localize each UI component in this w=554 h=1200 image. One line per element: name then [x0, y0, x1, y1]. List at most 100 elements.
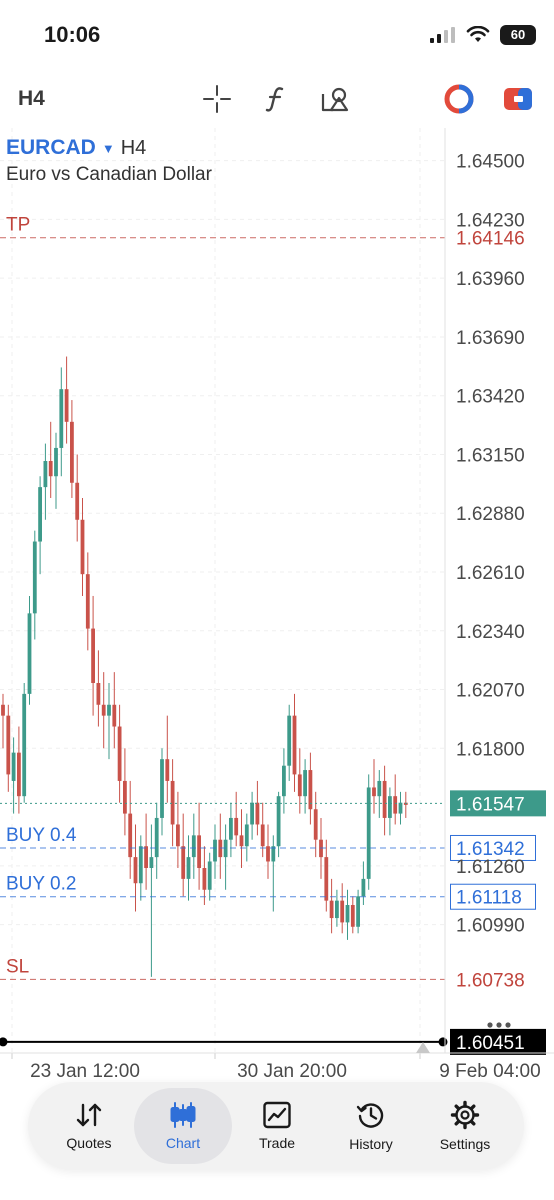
tab-history[interactable]: History — [322, 1088, 420, 1164]
price-level-label[interactable]: TP — [6, 215, 30, 236]
candle-body — [398, 802, 403, 814]
candle-body — [276, 796, 281, 847]
time-tick-label: 23 Jan 12:00 — [30, 1061, 140, 1082]
candle-body — [80, 519, 85, 575]
candle-body — [282, 765, 286, 797]
chart-toolbar: H4 — [0, 74, 554, 124]
candle-body — [133, 857, 138, 884]
tab-settings[interactable]: Settings — [416, 1088, 514, 1164]
crosshair-handle[interactable] — [0, 1037, 8, 1047]
candle-body — [32, 541, 37, 614]
price-tick-label: 1.64230 — [456, 210, 525, 231]
price-tick-label: 1.61260 — [456, 857, 525, 878]
price-level-label[interactable]: BUY 0.4 — [6, 825, 77, 846]
candle-body — [377, 780, 382, 797]
candle-body — [17, 752, 21, 797]
chart-extras — [0, 128, 554, 1054]
candle-body — [38, 487, 42, 542]
price-tick-label: 1.62610 — [456, 563, 525, 584]
candle-body — [303, 770, 307, 797]
candle-body — [59, 389, 64, 448]
status-time: 10:06 — [44, 22, 101, 47]
price-tick-label: 1.62340 — [456, 622, 525, 643]
candle-body — [260, 824, 265, 847]
candle-body — [382, 780, 387, 818]
candle-body — [170, 780, 175, 825]
candle-body — [335, 900, 339, 919]
price-levels: TP 1.64146 1.61547 BUY 0.4 1.61342 BUY 0.2 1.6… — [0, 215, 546, 1055]
symbol-name[interactable]: EURCAD — [6, 136, 96, 159]
one-click-trading-icon[interactable] — [501, 82, 535, 116]
candle-body — [144, 846, 148, 868]
candlestick-series — [1, 356, 408, 977]
settings-gear-icon — [450, 1100, 480, 1130]
candle-body — [350, 905, 355, 927]
candle-body — [112, 704, 117, 727]
crosshair-handle[interactable] — [438, 1037, 448, 1047]
symbol-timeframe: H4 — [120, 136, 147, 159]
candle-body — [234, 817, 239, 836]
quotes-arrows-icon — [76, 1103, 102, 1127]
candle-body — [244, 824, 249, 847]
symbol-selector[interactable]: EURCAD ▼ H4 — [6, 136, 212, 160]
status-icons: 60 — [430, 24, 536, 46]
dropdown-arrow-icon[interactable]: ▼ — [101, 140, 115, 156]
candle-body — [101, 704, 106, 716]
symbol-info: EURCAD ▼ H4 Euro vs Canadian Dollar — [6, 136, 212, 186]
price-axis: 1.64500 1.64230 1.63960 1.63690 1.63420 1.631… — [456, 152, 525, 937]
scroll-end-icon[interactable] — [416, 1042, 430, 1053]
candle-body — [165, 759, 170, 781]
price-tick-label: 1.62880 — [456, 504, 525, 525]
crosshair-icon[interactable] — [200, 82, 234, 116]
order-price-box — [450, 883, 536, 910]
time-axis: 23 Jan 12:00 30 Jan 20:00 9 Feb 04:00 — [11, 1053, 541, 1082]
candle-body — [154, 817, 159, 858]
tab-trade[interactable]: Trade — [228, 1088, 326, 1164]
price-tick-label: 1.62070 — [456, 681, 525, 702]
candle-body — [64, 389, 69, 422]
candle-body — [48, 461, 53, 477]
tab-quotes[interactable]: Quotes — [40, 1088, 138, 1164]
candle-body — [255, 802, 260, 825]
candle-body — [372, 787, 376, 797]
level-price-box — [450, 966, 546, 993]
time-tick-label: 30 Jan 20:00 — [237, 1061, 347, 1082]
price-level-label[interactable]: BUY 0.2 — [6, 874, 76, 895]
candle-body — [54, 447, 58, 477]
level-price-box — [450, 224, 546, 251]
signal-icon[interactable] — [442, 82, 476, 116]
candle-body — [266, 846, 270, 862]
candle-body — [329, 900, 334, 919]
tab-chart[interactable]: Chart — [134, 1088, 232, 1164]
candle-body — [202, 868, 207, 890]
price-tick-label: 1.63420 — [456, 387, 525, 408]
candle-body — [388, 796, 392, 818]
candle-body — [213, 839, 217, 862]
cellular-signal-icon — [430, 27, 455, 43]
tab-quotes-label: Quotes — [66, 1135, 112, 1151]
objects-icon[interactable] — [318, 82, 352, 116]
candle-body — [181, 846, 186, 879]
candle-body — [197, 835, 201, 868]
tab-settings-label: Settings — [439, 1136, 491, 1152]
timeframe-button[interactable]: H4 — [18, 87, 45, 110]
indicator-function-icon[interactable] — [259, 82, 293, 116]
order-price-label: 1.61118 — [456, 888, 522, 909]
history-clock-icon — [356, 1103, 384, 1128]
more-options-icon[interactable] — [487, 1022, 511, 1028]
price-tick-label: 1.63150 — [456, 445, 525, 466]
price-tick-label: 1.61800 — [456, 739, 525, 760]
candle-body — [117, 726, 122, 781]
crosshair-price-box — [450, 1028, 546, 1055]
price-level-label[interactable]: SL — [6, 956, 29, 977]
candle-body — [43, 461, 48, 488]
price-chart[interactable]: TP 1.64146 1.61547 BUY 0.4 1.61342 BUY 0.2 1.6… — [0, 128, 554, 1088]
order-price-box — [450, 834, 536, 861]
candle-body — [11, 752, 16, 781]
tab-trade-label: Trade — [258, 1135, 296, 1151]
bottom-tab-bar: Quotes Chart Trade History — [28, 1082, 524, 1170]
candle-body — [128, 813, 133, 858]
candle-body — [393, 796, 398, 814]
wifi-icon — [466, 26, 490, 42]
candle-body — [297, 774, 302, 797]
